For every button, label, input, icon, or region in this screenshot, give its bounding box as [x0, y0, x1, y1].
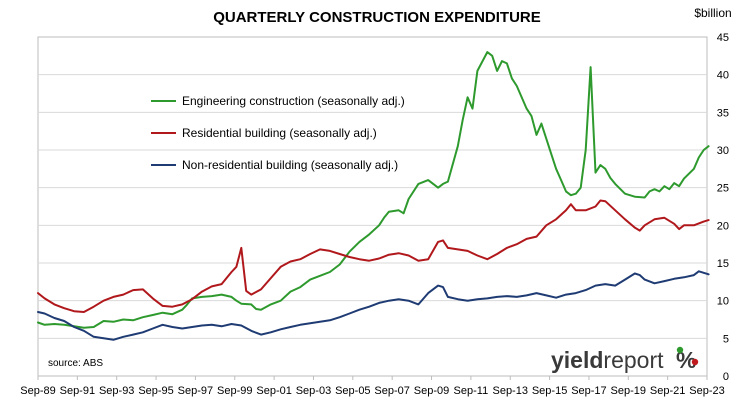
source-annotation: source: ABS: [48, 358, 103, 369]
x-tick-label: Sep-17: [571, 385, 606, 397]
y-tick-label: 35: [717, 107, 729, 119]
x-tick-label: Sep-09: [414, 385, 449, 397]
legend-label-1: Residential building (seasonally adj.): [182, 126, 377, 140]
legend: Engineering construction (seasonally adj…: [151, 94, 405, 172]
y-tick-label: 20: [717, 220, 729, 232]
y-tick-label: 5: [723, 333, 729, 345]
x-tick-label: Sep-99: [217, 385, 252, 397]
y-tick-label: 10: [717, 296, 729, 308]
x-tick-label: Sep-05: [335, 385, 370, 397]
x-tick-label: Sep-13: [492, 385, 527, 397]
logo-green-dot: [676, 346, 684, 354]
logo-wordmark: yieldreport: [551, 347, 664, 373]
legend-label-0: Engineering construction (seasonally adj…: [182, 94, 405, 108]
y-tick-label: 30: [717, 145, 729, 157]
series-line-0: [37, 51, 710, 329]
plot-area-border: [37, 36, 708, 377]
logo-text-bold: yield: [551, 347, 603, 373]
x-tick-label: Sep-11: [454, 385, 489, 397]
x-tick-label: Sep-97: [178, 385, 213, 397]
logo-percent-symbol: %: [676, 347, 696, 373]
x-axis: Sep-89 Sep-91 Sep-93 Sep-95 Sep-97 Sep-99 Sep-…: [20, 376, 725, 397]
x-tick-label: Sep-95: [138, 385, 173, 397]
chart-title: QUARTERLY CONSTRUCTION EXPENDITURE: [213, 9, 541, 26]
x-tick-label: Sep-21: [650, 385, 685, 397]
y-tick-label: 15: [717, 258, 729, 270]
y-tick-label: 45: [717, 32, 729, 44]
x-tick-label: Sep-91: [60, 385, 95, 397]
logo-red-dot: [691, 358, 699, 366]
x-tick-label: Sep-93: [99, 385, 134, 397]
x-tick-label: Sep-03: [296, 385, 331, 397]
series-layer: [37, 51, 710, 341]
y-tick-label: 0: [723, 371, 729, 383]
y-tick-label: 40: [717, 70, 729, 82]
y-axis: 0 5 10 15 20 25 30 35 40 45: [717, 32, 729, 383]
yieldreport-logo: yieldreport %: [551, 346, 699, 373]
x-tick-label: Sep-19: [611, 385, 646, 397]
grid-lines: [38, 74, 707, 339]
x-tick-label: Sep-07: [374, 385, 409, 397]
y-tick-label: 25: [717, 183, 729, 195]
x-tick-label: Sep-15: [532, 385, 567, 397]
series-line-1: [37, 199, 710, 313]
x-tick-label: Sep-23: [689, 385, 724, 397]
plot-frame: [37, 36, 708, 377]
series-line-2: [37, 270, 710, 341]
logo-text-light: report: [603, 347, 664, 373]
x-tick-label: Sep-01: [256, 385, 291, 397]
x-tick-label: Sep-89: [20, 385, 55, 397]
unit-label: $billion: [694, 6, 731, 20]
legend-label-2: Non-residential building (seasonally adj…: [182, 158, 398, 172]
